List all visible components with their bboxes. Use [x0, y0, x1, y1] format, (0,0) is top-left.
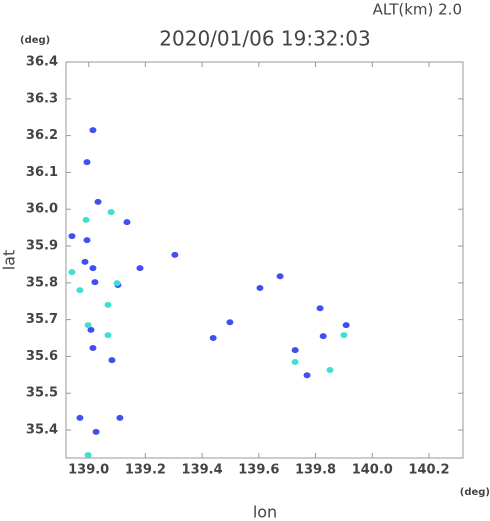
x-tick-label: 140.2 [408, 463, 449, 478]
x-axis-label: lon [253, 503, 277, 521]
chart-title: 2020/01/06 19:32:03 [159, 27, 370, 51]
y-tick-label: 35.4 [26, 423, 58, 438]
echo-point [340, 332, 348, 339]
y-tick-label: 35.5 [26, 386, 58, 401]
x-tick-label: 140.0 [352, 463, 393, 478]
y-tick-label: 35.8 [26, 275, 58, 290]
echo-point [104, 301, 112, 308]
x-tick-label: 139.8 [295, 463, 336, 478]
x-tick-label: 139.2 [125, 463, 166, 478]
echo-point [116, 414, 124, 421]
echo-point [76, 287, 84, 294]
echo-point [87, 326, 95, 333]
echo-point [89, 265, 97, 272]
echo-point [82, 216, 90, 223]
y-tick-label: 36.4 [26, 55, 58, 70]
echo-point [84, 452, 92, 459]
y-tick-label: 35.6 [26, 349, 58, 364]
x-unit: (deg) [460, 487, 490, 498]
y-tick-label: 36.3 [26, 91, 58, 106]
y-axis-label: lat [0, 250, 19, 271]
y-unit: (deg) [20, 35, 50, 46]
echo-point [68, 233, 76, 240]
echo-point [291, 347, 299, 354]
echo-point [342, 322, 350, 329]
echo-point [91, 279, 99, 286]
echo-point [84, 322, 92, 329]
echo-point [104, 332, 112, 339]
echo-point [326, 367, 334, 374]
y-tick-label: 36.0 [26, 202, 58, 217]
echo-point [108, 357, 116, 364]
echo-point [256, 284, 264, 291]
altitude-label: ALT(km) 2.0 [373, 1, 462, 19]
echo-point [94, 198, 102, 205]
echo-point [76, 414, 84, 421]
echo-point [81, 258, 89, 265]
echo-point [83, 237, 91, 244]
echo-point [226, 319, 234, 326]
echo-point [113, 280, 121, 287]
y-tick-label: 35.7 [26, 312, 58, 327]
echo-point [83, 159, 91, 166]
echo-point [89, 127, 97, 134]
echo-point [123, 219, 131, 226]
x-tick-label: 139.4 [182, 463, 223, 478]
echo-point [89, 344, 97, 351]
echo-point [92, 428, 100, 435]
x-tick-label: 139.6 [238, 463, 279, 478]
y-tick-label: 36.1 [26, 165, 58, 180]
y-tick-label: 35.9 [26, 239, 58, 254]
echo-point [136, 265, 144, 272]
echo-point [276, 273, 284, 280]
echo-point [107, 209, 115, 216]
echo-point [303, 372, 311, 379]
y-tick-label: 36.2 [26, 128, 58, 143]
echo-point [171, 251, 179, 258]
echo-point [319, 333, 327, 340]
plot-frame [65, 61, 464, 459]
echo-point [209, 335, 217, 342]
echo-point [68, 269, 76, 276]
x-tick-label: 139.0 [68, 463, 109, 478]
echo-point [291, 358, 299, 365]
echo-point [316, 305, 324, 312]
